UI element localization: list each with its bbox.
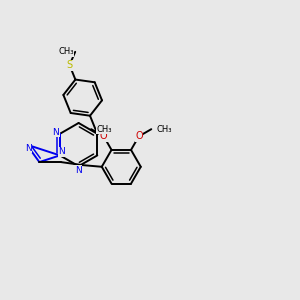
Text: N: N	[25, 144, 32, 153]
Text: S: S	[67, 60, 73, 70]
Text: N: N	[52, 128, 59, 137]
Text: CH₃: CH₃	[157, 125, 172, 134]
Text: O: O	[135, 131, 142, 141]
Text: N: N	[75, 166, 81, 175]
Text: O: O	[100, 131, 107, 141]
Text: N: N	[58, 147, 65, 156]
Text: CH₃: CH₃	[97, 125, 112, 134]
Text: CH₃: CH₃	[58, 47, 74, 56]
